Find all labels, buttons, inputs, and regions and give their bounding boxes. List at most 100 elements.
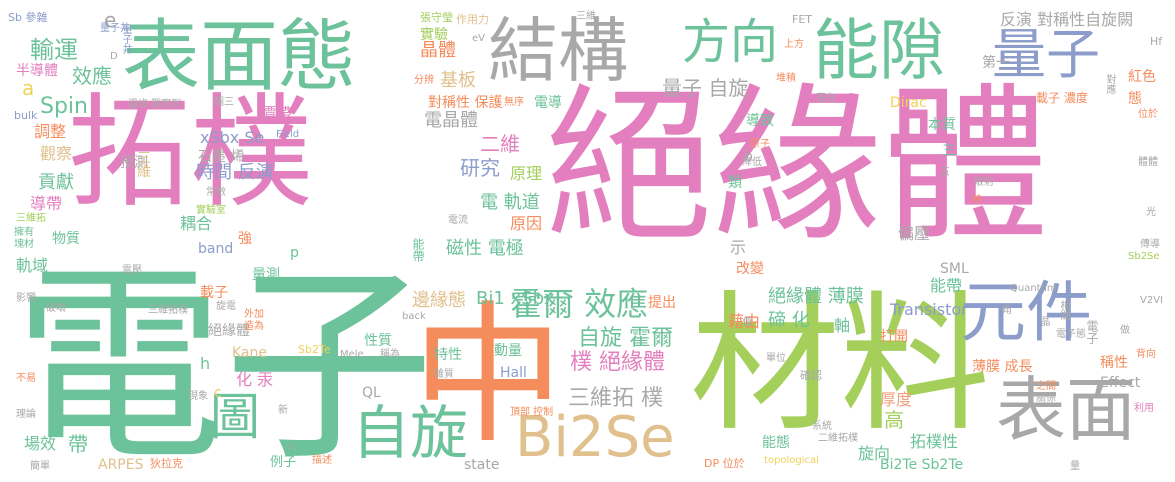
- word-miaoshu: 描述: [312, 455, 332, 466]
- word-liangce: 量測: [252, 267, 280, 283]
- word-sb-canza: Sb 參雜: [8, 11, 48, 24]
- word-ql: QL: [362, 385, 381, 401]
- word-dirac: Dirac: [890, 95, 927, 111]
- word-liang: 量: [1070, 461, 1080, 472]
- word-zhijian: 之間: [1036, 381, 1056, 392]
- word-lei: 類: [728, 175, 742, 191]
- word-nengdai: 能帶: [930, 276, 963, 295]
- word-jianqi: 簡單: [30, 461, 50, 472]
- word-changxiao: 場效: [24, 434, 57, 453]
- word-arpes: ARPES: [98, 457, 144, 473]
- word-gaibian: 改變: [736, 261, 764, 277]
- word-mele: Mele: [340, 349, 364, 360]
- word-yuce: 預測: [120, 155, 148, 171]
- word-v2vi: V2VI: [1140, 295, 1163, 306]
- word-daochang: 導帶: [30, 194, 63, 213]
- word-bandaoti: 半導體: [16, 63, 58, 79]
- word-biaomian: 表面: [996, 369, 1136, 451]
- word-zaizi-nongdu: 載子 濃度: [1036, 91, 1088, 105]
- word-fanyan-duichen: 反演 對稱性自旋闕: [1000, 10, 1134, 29]
- word-liangzi: 量子: [992, 23, 1100, 86]
- word-changshu: 常數: [206, 187, 226, 198]
- word-v-zhongxin: 三維: [135, 150, 151, 178]
- word-pu-jueyuanti: 樸 絕緣體: [570, 350, 665, 375]
- word-v-xiang: 相關: [1058, 300, 1069, 320]
- word-e: e: [104, 8, 117, 32]
- word-sanweituo: 三維拓: [16, 213, 46, 224]
- word-diandao: 電導: [534, 95, 562, 111]
- word-sml: SML: [940, 261, 969, 277]
- word-zixuan-big: 自旋: [352, 399, 469, 467]
- word-danwei: 單位: [766, 353, 786, 364]
- word-sb2te: Sb2Te: [298, 343, 331, 356]
- word-queren: 確認: [800, 369, 822, 382]
- word-tuopu: 拓樸: [68, 82, 312, 224]
- word-quantum: Quantum: [1010, 283, 1057, 294]
- word-tixing: 特性: [434, 347, 462, 363]
- word-weizhi: 位於: [1138, 109, 1158, 120]
- word-shiyan: 實驗: [420, 27, 448, 43]
- word-guanxi: 關係: [1036, 393, 1056, 404]
- word-bi2te-sb2te: Bi2Te Sb2Te: [880, 457, 964, 473]
- word-band: band: [198, 241, 234, 257]
- word-nengxi: 能隙: [813, 12, 945, 89]
- word-fangxiang: 方向: [682, 14, 779, 70]
- word-d: D: [110, 51, 118, 62]
- word-spin: Spin: [40, 94, 88, 119]
- word-tuopuxing: 拓樸性: [910, 432, 959, 451]
- word-beixiang: 背向: [1136, 349, 1156, 360]
- word-bulk: bulk: [14, 109, 38, 122]
- word-houdu: 厚度: [880, 390, 913, 409]
- word-guiyu: 軌域: [16, 256, 49, 275]
- word-hf: Hf: [1150, 35, 1163, 48]
- word-erwei: 二維: [480, 132, 520, 156]
- word-dakai: 打開: [880, 329, 908, 345]
- word-zhou: 軸: [834, 316, 851, 335]
- word-wuchang: 無序: [504, 97, 524, 108]
- word-ouhe: 耦合: [180, 214, 213, 233]
- word-nengtai: 能態: [762, 435, 790, 451]
- word-v-duiying: 對應: [1104, 74, 1115, 94]
- word-shi: 示: [730, 238, 747, 257]
- word-benzhi: 本質: [928, 117, 956, 133]
- word-tu-san: 圖三: [214, 97, 234, 108]
- word-dianliu: 電流: [448, 215, 468, 226]
- word-guang: 光: [1146, 207, 1156, 218]
- word-zhangshouying: 張守瑩: [420, 11, 453, 24]
- word-jiban: 基板: [440, 70, 476, 91]
- word-ef: EF: [368, 295, 385, 311]
- word-zhong: 中: [412, 287, 564, 464]
- word-san: 三: [942, 143, 956, 159]
- word-diyi: 第一: [982, 55, 1010, 71]
- word-bi2se: Bi2Se: [515, 405, 675, 470]
- word-gao: 高: [884, 408, 904, 432]
- word-jiyou: 藉由: [728, 312, 761, 331]
- word-jiadai: 價帶: [260, 104, 293, 123]
- word-liangzi-small: 量子井: [100, 23, 130, 34]
- word-chuandao: 傳導: [1140, 239, 1160, 250]
- word-p: p: [290, 245, 299, 261]
- word-bi1xsbx: Bi1 xSbx: [476, 288, 555, 309]
- word-v-zhi: 值: [740, 316, 751, 326]
- word-tai: 態: [1128, 91, 1142, 107]
- word-back: back: [402, 311, 426, 322]
- word-h: h: [200, 354, 211, 373]
- word-hongse: 紅色: [1128, 69, 1156, 85]
- word-shi-small: 時: [972, 195, 982, 206]
- word-liwai: 例子: [270, 455, 297, 470]
- word-shijian-fanyan: 時間 反演: [196, 162, 274, 183]
- word-yongyou: 擁有: [14, 227, 34, 238]
- word-sanwei-tuopu: 三維拓 樸: [568, 386, 663, 411]
- word-sb2se: Sb2Se: [1128, 251, 1160, 262]
- word-dai: 帶: [68, 432, 88, 456]
- word-biaomiantai: 表面態: [122, 12, 357, 102]
- word-liangzi-zixuan: 量子 自旋: [662, 76, 749, 100]
- word-jueyuanti-bomo: 絕緣體 薄膜: [768, 286, 864, 307]
- word-cixing-dianji: 磁性 電極: [446, 238, 524, 259]
- word-shangfang: 上方: [784, 39, 804, 50]
- word-yuanjian: 元件: [960, 274, 1092, 351]
- word-dianzi: 電子: [14, 244, 435, 482]
- word-jiangdi: 降低: [742, 157, 762, 168]
- word-zazhi: 雜質: [434, 369, 454, 380]
- word-xsbx-se: xSbx Se: [200, 128, 265, 147]
